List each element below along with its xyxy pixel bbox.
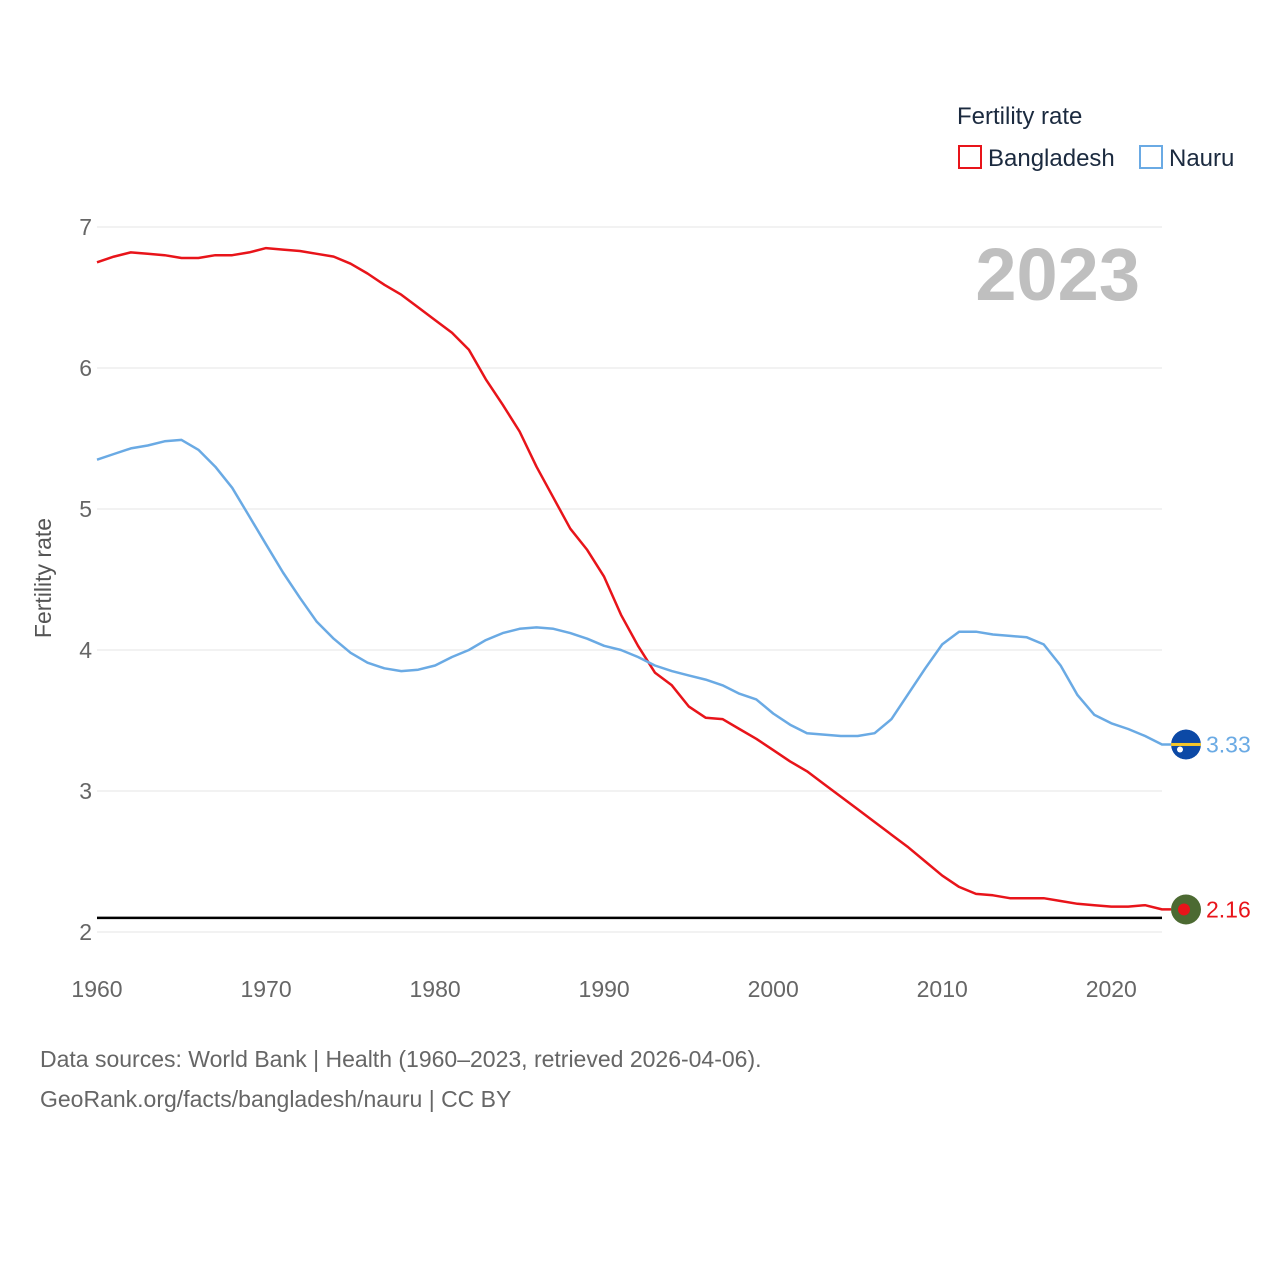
x-tick-label-1970: 1970 bbox=[240, 976, 291, 1002]
x-tick-label-1960: 1960 bbox=[71, 976, 122, 1002]
gridlines bbox=[97, 226, 1162, 933]
y-tick-label-5: 5 bbox=[79, 496, 92, 522]
end-value-nauru: 3.33 bbox=[1206, 731, 1251, 757]
x-tick-label-2010: 2010 bbox=[917, 976, 968, 1002]
x-tick-label-1990: 1990 bbox=[579, 976, 630, 1002]
year-watermark: 2023 bbox=[975, 233, 1140, 316]
series-line-nauru bbox=[96, 438, 1171, 746]
axis-ticks: 2 3 4 5 6 7 1960 1970 1980 1990 2000 2010 2020 bbox=[71, 214, 1136, 1002]
legend: Fertility rate Bangladesh Nauru bbox=[957, 103, 1234, 172]
legend-swatch-nauru bbox=[1139, 145, 1163, 169]
series-line-bangladesh bbox=[96, 246, 1171, 911]
y-axis-title: Fertility rate bbox=[30, 518, 56, 638]
footer-sources: Data sources: World Bank | Health (1960–… bbox=[40, 1046, 762, 1072]
nauru-flag-icon bbox=[1171, 729, 1201, 760]
end-value-bangladesh: 2.16 bbox=[1206, 896, 1251, 922]
legend-swatch-bangladesh bbox=[958, 145, 982, 169]
x-tick-label-1980: 1980 bbox=[410, 976, 461, 1002]
legend-label-bangladesh: Bangladesh bbox=[988, 145, 1115, 172]
y-tick-label-7: 7 bbox=[79, 214, 92, 240]
legend-label-nauru: Nauru bbox=[1169, 145, 1234, 172]
footer-credit: GeoRank.org/facts/bangladesh/nauru | CC … bbox=[40, 1086, 512, 1112]
bangladesh-flag-icon bbox=[1171, 894, 1201, 925]
x-tick-label-2020: 2020 bbox=[1086, 976, 1137, 1002]
y-tick-label-2: 2 bbox=[79, 919, 92, 945]
y-tick-label-4: 4 bbox=[79, 637, 92, 663]
x-tick-label-2000: 2000 bbox=[748, 976, 799, 1002]
legend-title: Fertility rate bbox=[957, 103, 1082, 130]
y-tick-label-3: 3 bbox=[79, 778, 92, 804]
y-tick-label-6: 6 bbox=[79, 355, 92, 381]
